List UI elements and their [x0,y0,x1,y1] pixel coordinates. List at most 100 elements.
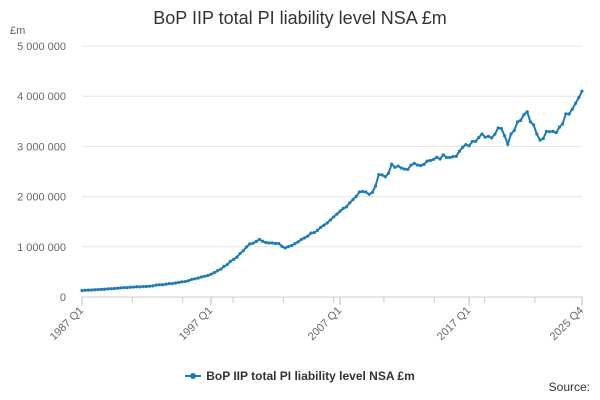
data-point [115,286,120,290]
data-point [432,157,436,162]
data-point [86,288,91,292]
series-points [80,89,584,293]
data-point [209,272,213,276]
data-point [415,163,420,167]
data-point [357,190,362,194]
data-point [422,162,426,166]
data-point [544,129,549,133]
y-tick-label: 0 [60,292,66,304]
data-point [125,286,129,290]
data-point [135,285,139,289]
data-point [515,120,520,124]
data-point [364,190,368,194]
data-point [267,241,271,245]
data-point [228,259,232,263]
data-point [261,239,265,243]
data-point [573,101,578,105]
data-point [225,263,229,267]
data-point [412,161,416,165]
data-point [283,246,287,250]
data-point [112,286,116,291]
data-point [448,155,452,160]
data-point [535,132,539,136]
data-point [264,240,268,245]
data-point [102,287,107,291]
data-point [428,158,432,163]
data-point [196,276,200,280]
data-point [222,264,226,269]
data-point [444,155,449,160]
gridlines [82,45,582,298]
data-point [332,215,336,219]
data-point [257,237,262,241]
data-point [241,249,245,253]
data-point [173,281,178,285]
x-axis: 1987 Q1 1997 Q1 2007 Q1 2017 Q1 2025 Q4 [48,297,586,343]
data-point [186,279,191,283]
data-point [409,163,413,167]
data-point [328,218,332,222]
data-point [499,126,503,131]
data-point [80,288,84,293]
data-point [235,255,239,259]
data-point [435,155,439,159]
data-point [380,173,384,177]
data-point [119,286,123,290]
data-point [83,288,87,292]
data-point [502,134,507,138]
data-point [370,190,374,195]
data-point [402,167,407,171]
data-point [457,149,462,153]
data-point [190,277,194,281]
data-point [528,120,532,124]
data-point [244,245,249,249]
data-point [232,257,236,261]
data-point [122,286,126,290]
data-point [483,135,487,139]
data-point [557,125,562,129]
data-point [406,167,410,172]
data-point [299,237,303,241]
x-tick-label: 1987 Q1 [48,305,86,343]
x-tick-label: 2017 Q1 [435,305,473,343]
data-point [532,123,536,127]
data-point [99,287,103,291]
data-point [354,194,358,198]
data-point [419,163,423,168]
data-point [467,144,471,148]
data-point [551,129,555,133]
data-point [335,212,339,216]
data-point [251,241,255,245]
data-point [522,113,526,117]
data-point [451,155,455,159]
data-point [177,280,181,285]
y-tick-label: 1 000 000 [17,242,66,254]
data-point [496,126,500,130]
data-point [396,164,400,168]
data-point [548,130,552,134]
chart-title: BoP IIP total PI liability level NSA £m [153,8,447,28]
data-point [570,107,574,111]
data-point [390,162,394,166]
legend[interactable]: BoP IIP total PI liability level NSA £m [0,366,600,383]
data-point [141,284,145,289]
data-point [348,201,352,205]
data-point [277,241,281,246]
data-point [106,287,110,291]
data-point [180,280,184,284]
data-point [367,192,371,196]
data-point [322,223,326,227]
data-point [93,288,97,292]
data-point [454,154,458,158]
data-point [564,112,568,116]
data-point [315,228,320,232]
data-point [461,145,465,149]
data-point [290,243,294,248]
data-point [554,131,558,135]
data-point [538,138,542,142]
data-point [109,287,113,291]
data-point [464,142,468,147]
data-point [490,136,494,140]
data-point [144,284,149,289]
